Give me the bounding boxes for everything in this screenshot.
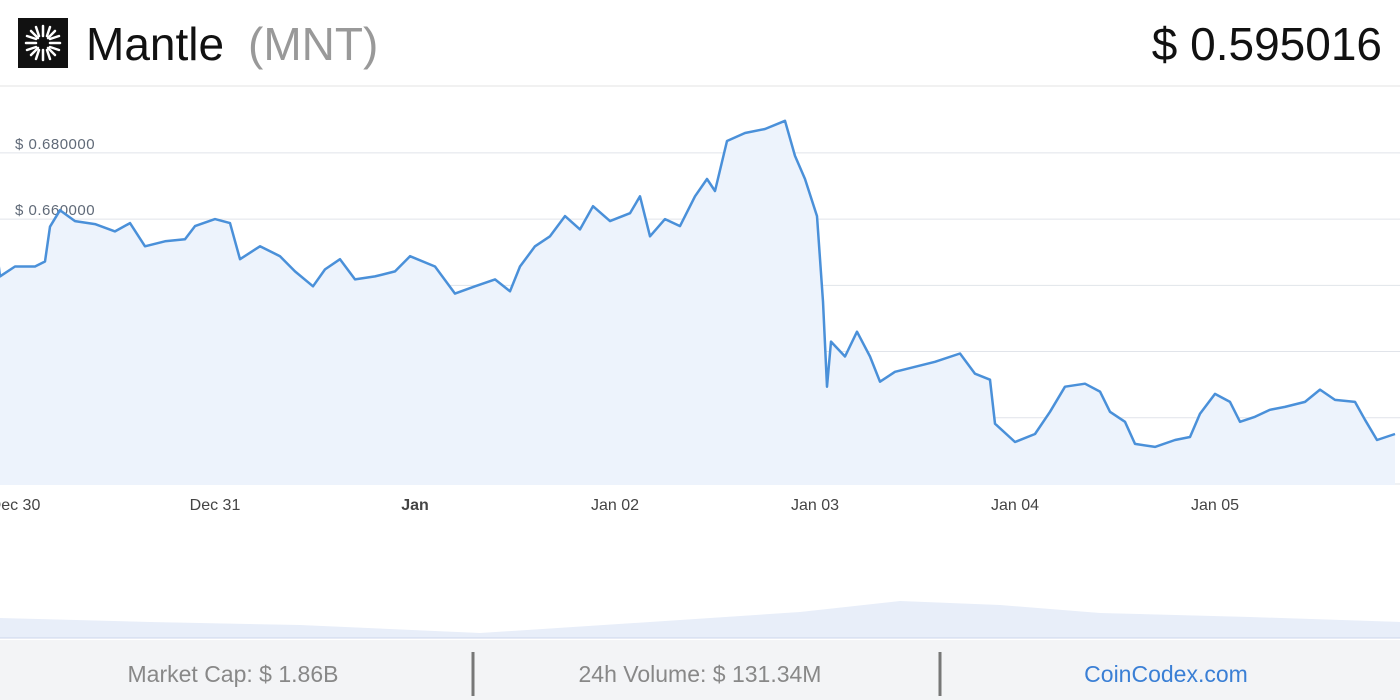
x-tick-label: Dec 31 — [190, 497, 241, 514]
plot: $ 0.580000$ 0.600000$ 0.620000$ 0.640000… — [0, 119, 1400, 514]
coin-symbol: (MNT) — [248, 18, 378, 70]
x-tick-label: Jan — [401, 497, 429, 514]
x-tick-label: Jan 05 — [1191, 497, 1239, 514]
coin-name: Mantle — [86, 18, 224, 70]
brand-link[interactable]: CoinCodex.com — [1084, 661, 1248, 687]
x-tick-label: Jan 04 — [991, 497, 1039, 514]
y-tick-label: $ 0.680000 — [15, 136, 95, 153]
x-tick-label: Jan 03 — [791, 497, 839, 514]
footer — [0, 640, 1400, 700]
x-tick-label: Jan 02 — [591, 497, 639, 514]
price: $ 0.595016 — [1152, 18, 1382, 70]
y-tick-label: $ 0.660000 — [15, 202, 95, 219]
price-line — [0, 119, 1396, 449]
volume: 24h Volume: $ 131.34M — [579, 661, 822, 687]
market-cap: Market Cap: $ 1.86B — [128, 661, 339, 687]
navigator — [0, 601, 1400, 638]
x-tick-label: Dec 30 — [0, 497, 40, 514]
logo-mark — [24, 24, 62, 62]
price-area — [0, 120, 1395, 485]
